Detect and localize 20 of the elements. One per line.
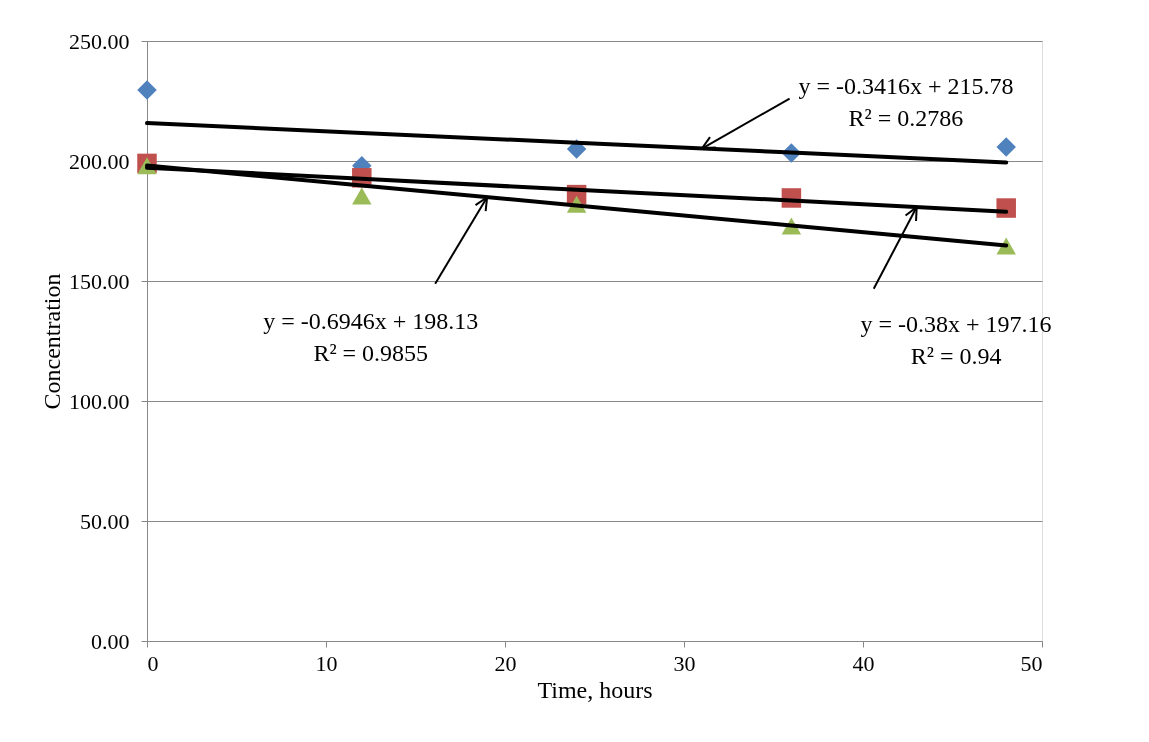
point bbox=[996, 137, 1016, 157]
y-tick-label: 0.00 bbox=[91, 628, 130, 654]
point bbox=[137, 80, 157, 100]
y-tick-label: 200.00 bbox=[69, 148, 130, 174]
y-tick-label: 250.00 bbox=[69, 28, 130, 54]
annotation: y = -0.38x + 197.16 R² = 0.94 bbox=[860, 310, 1052, 369]
x-tick-label: 50 bbox=[1020, 650, 1043, 676]
x-axis-title: Time, hours bbox=[537, 676, 653, 703]
x-tick-label: 10 bbox=[315, 650, 338, 676]
y-axis-title: Concentration bbox=[39, 273, 65, 410]
x-tick-label: 20 bbox=[494, 650, 517, 676]
point bbox=[352, 187, 372, 205]
x-tick-label: 40 bbox=[852, 650, 875, 676]
annotation: y = -0.6946x + 198.13 R² = 0.9855 bbox=[263, 308, 479, 367]
y-tick-label: 50.00 bbox=[80, 508, 130, 534]
x-tick-label: 0 bbox=[147, 650, 159, 676]
annotation: y = -0.3416x + 215.78 R² = 0.2786 bbox=[798, 72, 1014, 131]
y-tick-label: 100.00 bbox=[69, 388, 130, 414]
x-tick-label: 30 bbox=[673, 650, 696, 676]
y-tick-label: 150.00 bbox=[69, 268, 130, 294]
